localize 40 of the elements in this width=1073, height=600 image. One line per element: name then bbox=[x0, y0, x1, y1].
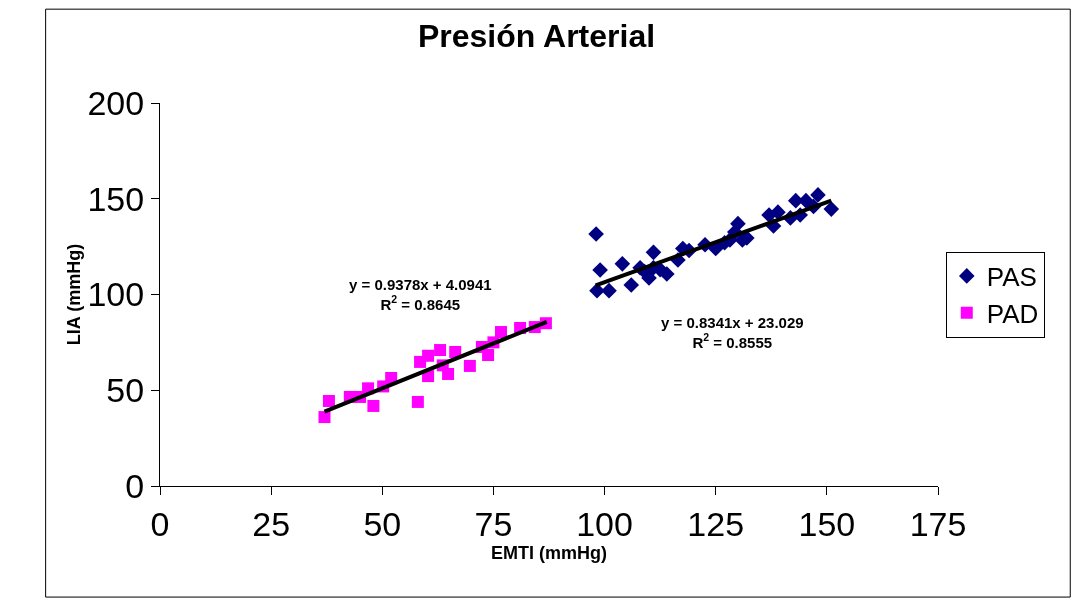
legend-label: PAD bbox=[986, 298, 1039, 329]
x-tick-label: 150 bbox=[798, 504, 856, 543]
point bbox=[730, 215, 746, 232]
x-tick-label: 25 bbox=[252, 504, 291, 543]
x-tick-label: 125 bbox=[687, 504, 745, 543]
legend-label: PAS bbox=[986, 262, 1037, 293]
point bbox=[623, 277, 640, 293]
x-tick-label: 50 bbox=[363, 504, 402, 543]
chart-title: Presión Arterial bbox=[417, 18, 656, 55]
point bbox=[659, 266, 675, 282]
point bbox=[588, 226, 604, 242]
point bbox=[592, 262, 608, 278]
y-tick-label: 150 bbox=[87, 179, 145, 218]
y-tick-label: 200 bbox=[87, 83, 145, 122]
y-axis-title: LIA (mmHg) bbox=[63, 243, 84, 346]
point bbox=[434, 344, 447, 357]
annotation: y = 0.8341x + 23.029 R$^{2}$ = 0.8555 bbox=[661, 314, 804, 351]
x-tick-label: 100 bbox=[576, 504, 633, 543]
x-tick-label: 0 bbox=[150, 504, 170, 543]
point bbox=[463, 359, 476, 372]
y-tick-label: 0 bbox=[125, 466, 145, 505]
point bbox=[422, 349, 435, 362]
annotation: y = 0.9378x + 4.0941 R$^{2}$ = 0.8645 bbox=[349, 276, 492, 313]
point bbox=[322, 394, 335, 407]
point bbox=[367, 399, 380, 412]
point bbox=[645, 244, 662, 261]
point bbox=[318, 411, 331, 424]
x-tick-label: 175 bbox=[909, 504, 967, 543]
y-tick-label: 50 bbox=[106, 371, 145, 410]
x-tick-label: 75 bbox=[474, 504, 513, 543]
point bbox=[810, 187, 826, 203]
point bbox=[601, 282, 617, 299]
point bbox=[442, 367, 455, 380]
point bbox=[614, 256, 631, 272]
point bbox=[482, 349, 495, 362]
point bbox=[494, 326, 507, 339]
y-tick-label: 100 bbox=[87, 275, 145, 314]
point bbox=[411, 395, 424, 408]
point bbox=[823, 201, 840, 217]
x-axis-title: EMTI (mmHg) bbox=[491, 542, 607, 563]
